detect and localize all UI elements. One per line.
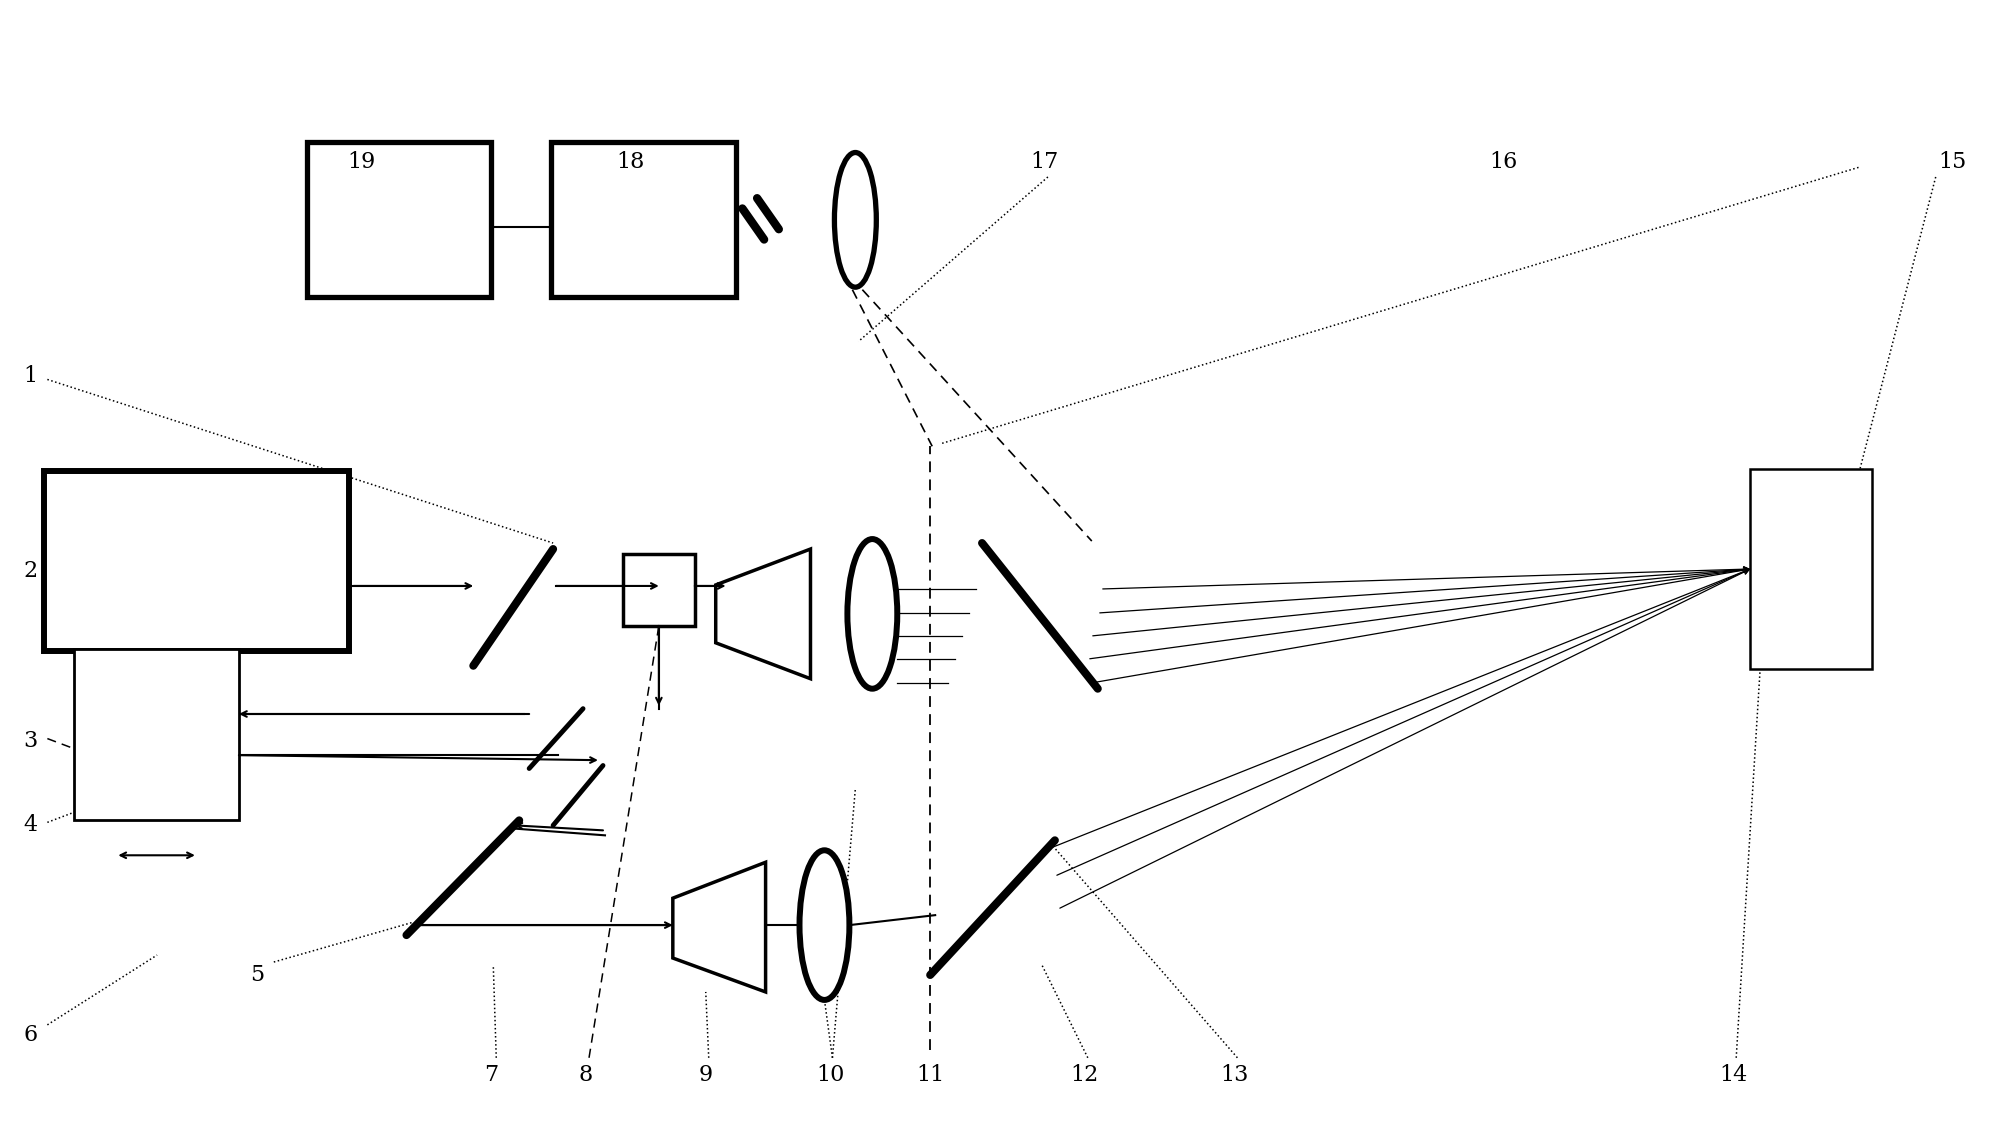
Text: 14: 14 <box>1719 1064 1747 1086</box>
Text: 17: 17 <box>1031 152 1059 173</box>
Ellipse shape <box>799 851 849 1000</box>
Bar <box>74 649 240 820</box>
Text: 5: 5 <box>250 964 264 986</box>
Text: 16: 16 <box>1490 152 1518 173</box>
Text: 9: 9 <box>699 1064 713 1086</box>
Text: 8: 8 <box>580 1064 594 1086</box>
Text: 11: 11 <box>916 1064 944 1086</box>
Bar <box>622 554 694 625</box>
Text: 6: 6 <box>24 1024 38 1046</box>
Text: 3: 3 <box>24 729 38 752</box>
Bar <box>306 143 491 296</box>
Bar <box>552 143 735 296</box>
Text: 7: 7 <box>485 1064 499 1086</box>
Ellipse shape <box>835 153 876 287</box>
Bar <box>1749 469 1872 668</box>
Text: 12: 12 <box>1071 1064 1099 1086</box>
Text: 13: 13 <box>1220 1064 1248 1086</box>
Polygon shape <box>672 862 765 992</box>
Text: 18: 18 <box>616 152 644 173</box>
Ellipse shape <box>847 539 898 689</box>
Text: 10: 10 <box>815 1064 845 1086</box>
Text: 2: 2 <box>24 560 38 582</box>
Polygon shape <box>717 549 811 679</box>
Bar <box>44 472 348 650</box>
Text: 19: 19 <box>348 152 376 173</box>
Text: 15: 15 <box>1939 152 1967 173</box>
Text: 4: 4 <box>24 814 38 836</box>
Text: 1: 1 <box>24 365 38 388</box>
